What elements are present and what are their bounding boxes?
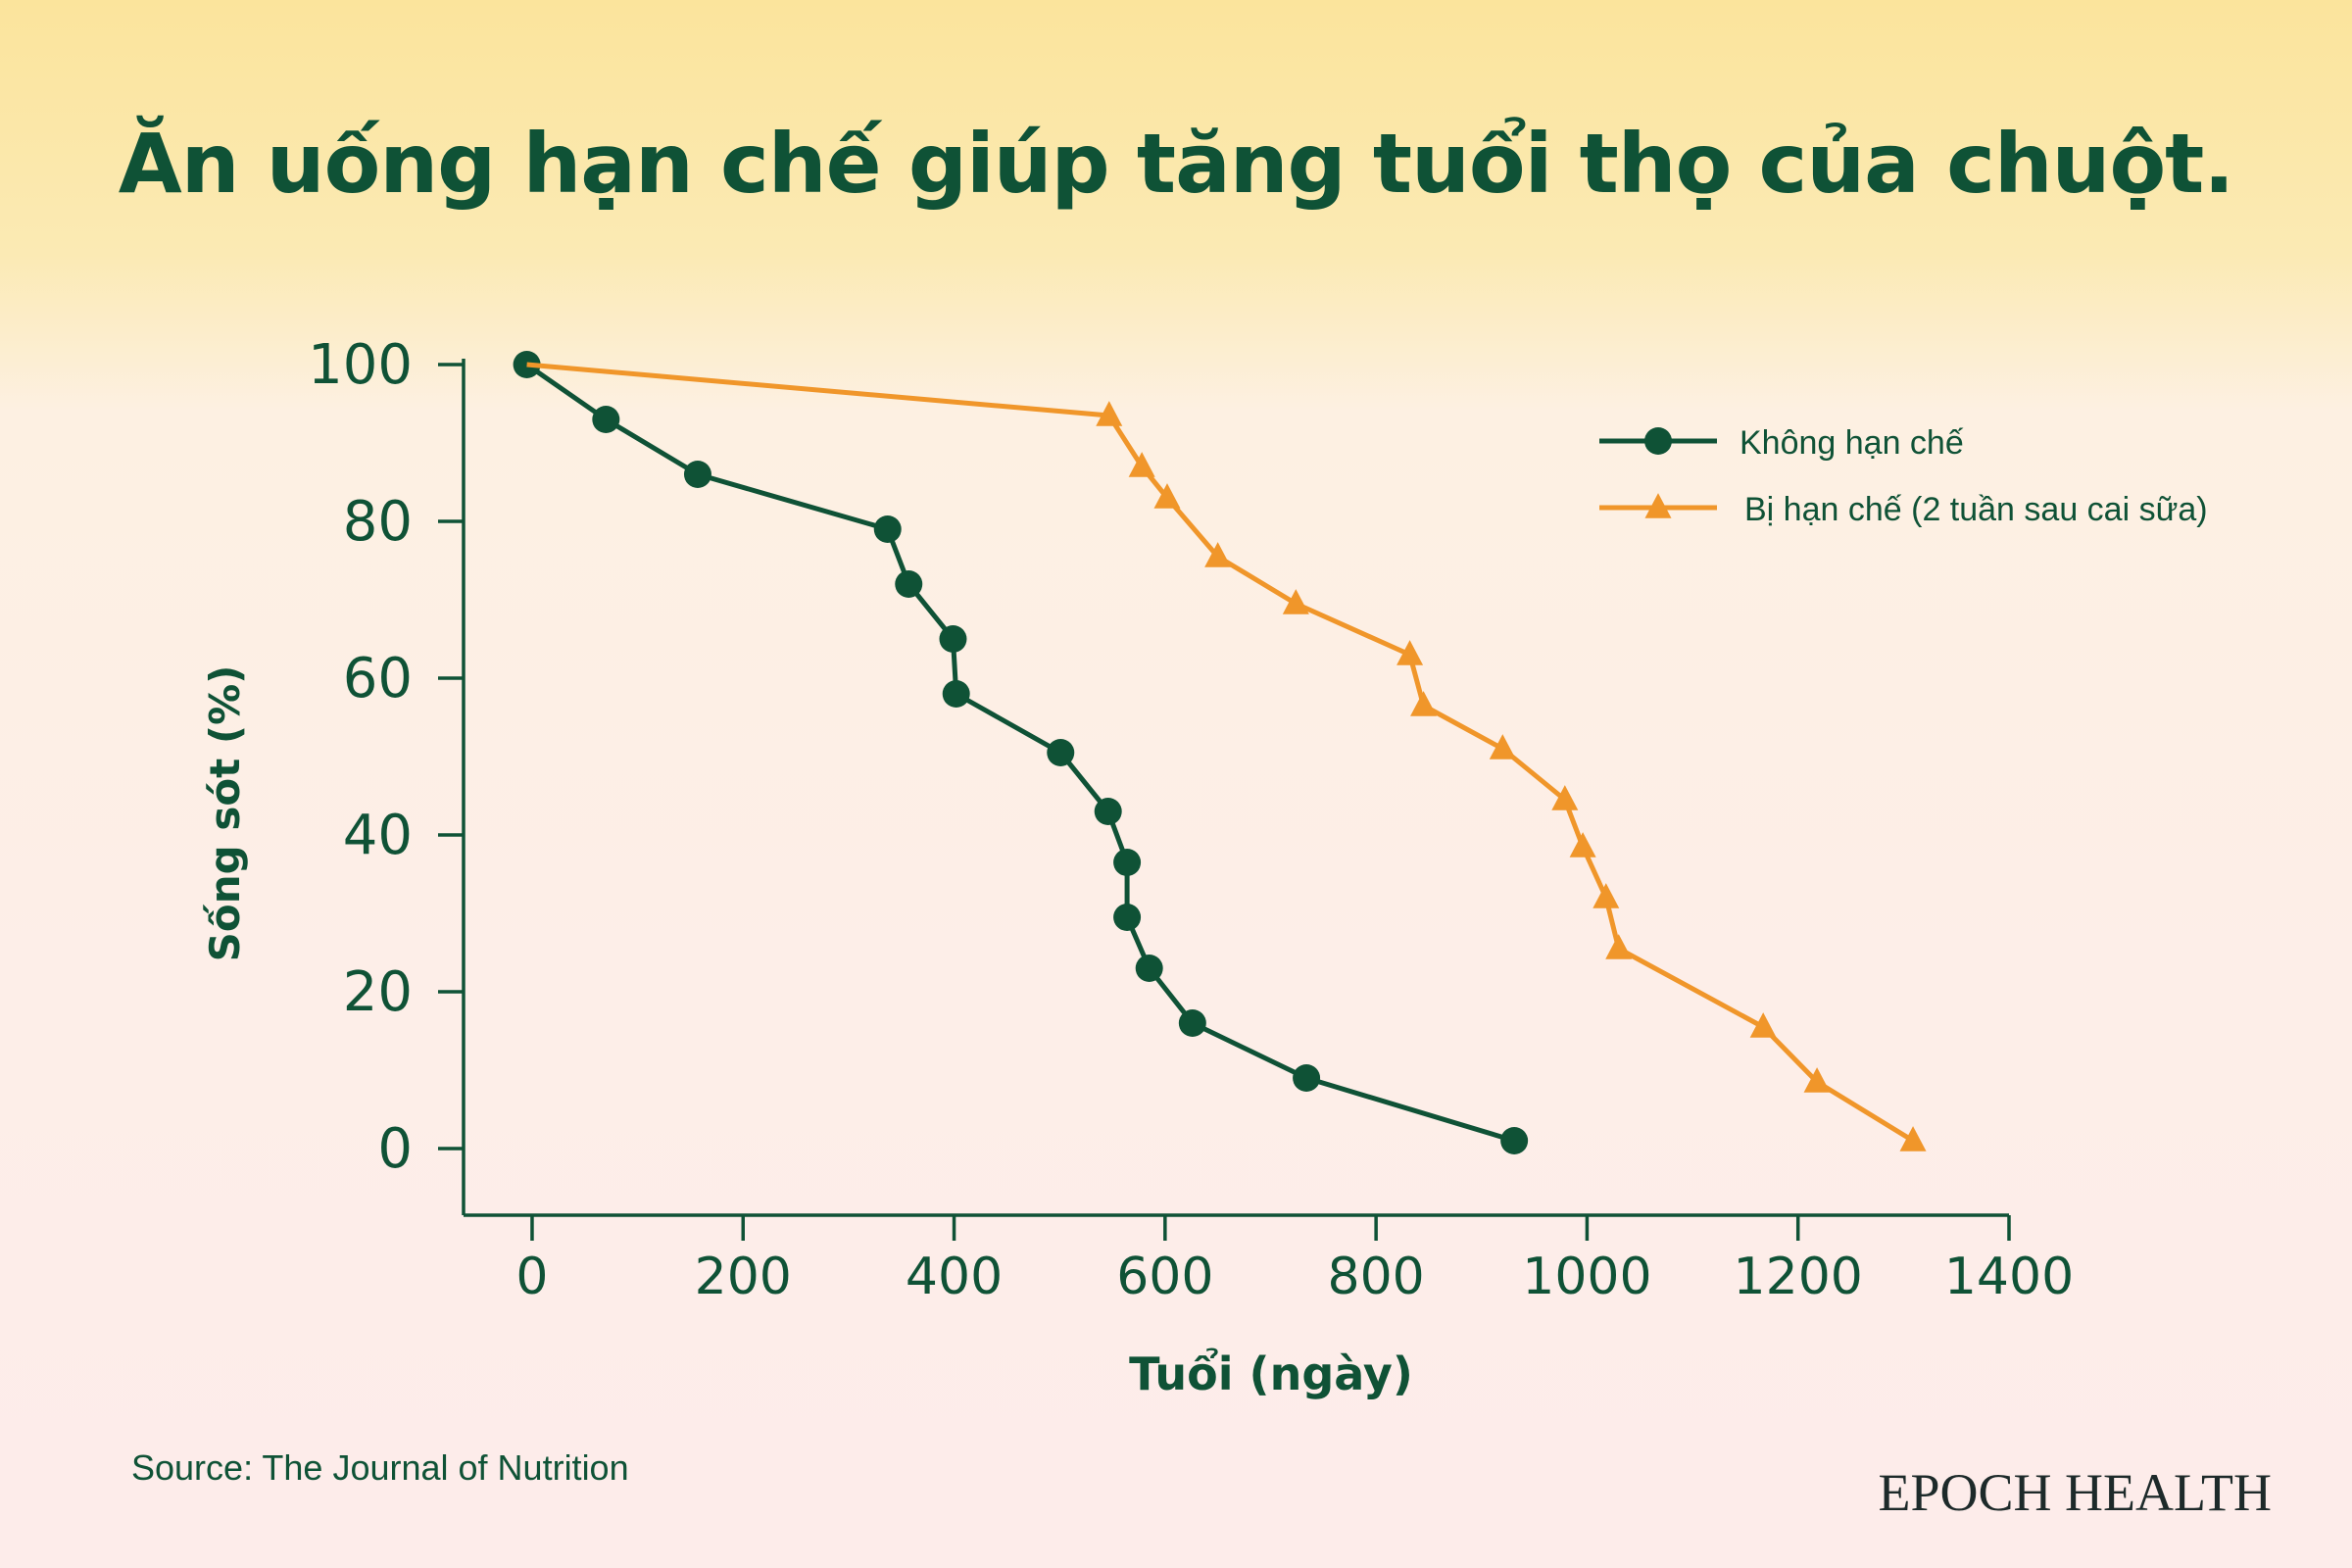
y-tick-label: 60 [343,647,413,710]
series-line [525,362,1515,1144]
x-tick-label: 600 [1116,1248,1213,1306]
data-point [683,461,711,488]
data-point [1282,589,1309,614]
data-point [895,570,923,598]
x-tick-label: 200 [695,1248,792,1306]
data-point [939,625,967,653]
legend-marker [1644,493,1672,518]
data-point [1489,734,1516,760]
legend-label: Bị hạn chế (2 tuần sau cai sữa) [1744,491,2208,528]
data-point [1113,904,1142,931]
x-tick-label: 800 [1327,1248,1424,1306]
data-point [1096,401,1123,426]
data-point [1500,1127,1529,1154]
data-point [1569,832,1596,858]
data-point [1047,739,1075,766]
data-point [1749,1012,1777,1038]
data-point [1113,849,1142,876]
data-point [1605,934,1633,959]
data-point [1293,1064,1321,1092]
chart-series [513,351,1927,1154]
data-point [1178,1009,1206,1037]
legend-label: Không hạn chế [1740,424,1964,462]
data-point [1592,883,1620,908]
data-point [873,515,902,543]
x-axis-label: Tuổi (ngày) [1129,1348,1413,1400]
y-tick-label: 40 [343,804,413,867]
y-tick-label: 20 [343,960,413,1024]
y-tick-label: 100 [308,333,413,397]
series-2 [526,362,1927,1152]
x-tick-label: 1000 [1522,1248,1651,1306]
data-point [1803,1067,1831,1093]
data-point [1153,483,1181,509]
page-title: Ăn uống hạn chế giúp tăng tuổi thọ của c… [118,116,2234,212]
x-tick-label: 1400 [1944,1248,2074,1306]
data-point [1551,785,1579,810]
data-point [1204,542,1232,567]
series-line [526,362,1915,1144]
data-point [1128,452,1155,477]
y-axis-label: Sống sót (%) [201,665,249,962]
x-tick-label: 0 [515,1248,548,1306]
chart-legend: Không hạn chế Bị hạn chế (2 tuần sau cai … [1599,424,2208,528]
x-tick-label: 400 [906,1248,1003,1306]
source-note: Source: The Journal of Nutrition [131,1447,629,1488]
y-tick-label: 80 [343,490,413,554]
data-point [1135,955,1163,982]
data-point [942,680,970,708]
x-tick-label: 1200 [1734,1248,1863,1306]
data-point [1396,640,1424,665]
data-point [1094,798,1122,825]
data-point [1410,691,1438,716]
legend-marker [1644,427,1672,455]
data-point [592,406,620,433]
brand-logo: EPOCH HEALTH [1878,1463,2272,1522]
series-1 [513,351,1529,1154]
data-point [1899,1126,1927,1152]
y-tick-label: 0 [377,1117,413,1181]
